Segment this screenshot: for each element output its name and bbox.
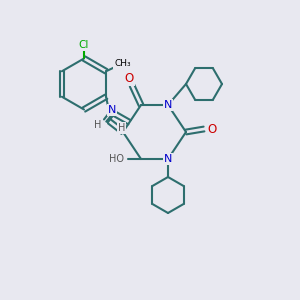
- Text: O: O: [124, 71, 134, 85]
- Text: O: O: [208, 122, 217, 136]
- Text: N: N: [108, 105, 116, 115]
- Text: N: N: [164, 100, 172, 110]
- Text: CH₃: CH₃: [114, 59, 131, 68]
- Text: N: N: [164, 154, 172, 164]
- Text: H: H: [118, 123, 125, 133]
- Text: Cl: Cl: [79, 40, 89, 50]
- Text: H: H: [94, 120, 101, 130]
- Text: HO: HO: [110, 154, 124, 164]
